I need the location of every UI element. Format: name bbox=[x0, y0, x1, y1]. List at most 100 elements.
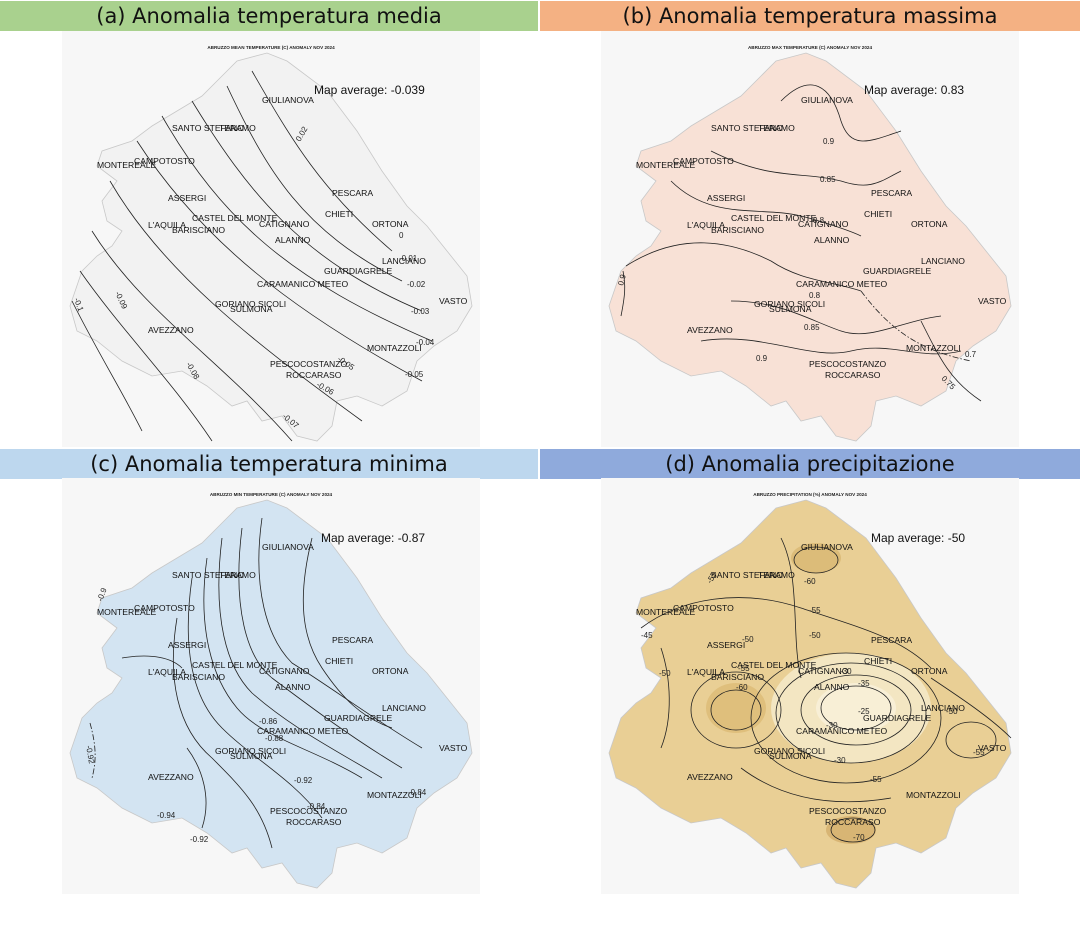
contour-line bbox=[136, 140, 423, 382]
city-label: TERAMO bbox=[758, 123, 795, 133]
city-label: CARAMANICO METEO bbox=[257, 279, 349, 289]
city-label: MONTAZZOLI bbox=[367, 790, 422, 800]
contour-label: -70 bbox=[853, 833, 865, 842]
contour-line bbox=[740, 767, 892, 803]
city-label: MONTEREALE bbox=[636, 607, 695, 617]
city-label: PESCARA bbox=[871, 188, 912, 198]
contour-line bbox=[191, 100, 423, 312]
map-title: ABRUZZO MIN TEMPERATURE (C) ANOMALY NOV … bbox=[210, 492, 333, 497]
contour-line bbox=[186, 747, 207, 829]
city-label: LANCIANO bbox=[921, 703, 965, 713]
contour-line bbox=[860, 290, 972, 362]
contour-label: -0.04 bbox=[416, 338, 435, 347]
contour-line bbox=[172, 617, 273, 849]
contour-label: 0 bbox=[399, 231, 404, 240]
city-label: SULMONA bbox=[230, 304, 273, 314]
city-label: ROCCARASO bbox=[825, 817, 881, 827]
contour-label: 0.8 bbox=[813, 216, 825, 225]
city-label: GIULIANOVA bbox=[262, 542, 314, 552]
city-label: SULMONA bbox=[769, 751, 812, 761]
city-label: CASTEL DEL MONTE bbox=[192, 660, 278, 670]
contour-label: -25 bbox=[858, 707, 870, 716]
city-label: CAMPOTOSTO bbox=[673, 156, 734, 166]
contour-line bbox=[91, 230, 293, 442]
map-a-svg: ABRUZZO MEAN TEMPERATURE (C) ANOMALY NOV… bbox=[69, 45, 473, 442]
city-label: PESCOCOSTANZO bbox=[270, 806, 348, 816]
contour-line bbox=[620, 270, 626, 317]
city-label: CASTEL DEL MONTE bbox=[192, 213, 278, 223]
map-c-svg: ABRUZZO MIN TEMPERATURE (C) ANOMALY NOV … bbox=[69, 492, 473, 889]
city-label: SULMONA bbox=[230, 751, 273, 761]
city-label: CAMPOTOSTO bbox=[134, 156, 195, 166]
city-label: VASTO bbox=[439, 743, 468, 753]
contour-line bbox=[945, 721, 997, 759]
city-label: CATIGNANO bbox=[798, 666, 849, 676]
city-label: PESCARA bbox=[871, 635, 912, 645]
panel-d-map: ABRUZZO PRECIPITATION (%) ANOMALY NOV 20… bbox=[601, 478, 1019, 894]
city-label: PESCARA bbox=[332, 188, 373, 198]
city-label: MONTAZZOLI bbox=[906, 343, 961, 353]
contour-label: -0.01 bbox=[399, 254, 418, 263]
region-shape bbox=[69, 499, 473, 889]
city-label: SANTO STEFANO bbox=[711, 570, 783, 580]
contour-label: -0.94 bbox=[157, 811, 176, 820]
contour-line bbox=[830, 817, 876, 843]
contour-labels: -0.86 -0.88 -0.84 -0.92 -0.94 -0.92 -0.8… bbox=[84, 586, 427, 844]
contour-line bbox=[780, 84, 902, 142]
city-label: MONTEREALE bbox=[636, 160, 695, 170]
city-label: BARISCIANO bbox=[172, 672, 225, 682]
contour-line bbox=[700, 338, 962, 355]
city-label: ASSERGI bbox=[707, 640, 745, 650]
city-label: GIULIANOVA bbox=[801, 542, 853, 552]
contour-line bbox=[820, 685, 892, 731]
city-label: AVEZZANO bbox=[687, 325, 733, 335]
city-label: ROCCARASO bbox=[286, 817, 342, 827]
city-label: ORTONA bbox=[911, 666, 948, 676]
map-title: ABRUZZO MAX TEMPERATURE (C) ANOMALY NOV … bbox=[748, 45, 872, 50]
map-average: Map average: 0.83 bbox=[864, 83, 964, 97]
contour-label: -0.05 bbox=[405, 370, 424, 379]
city-label: LANCIANO bbox=[382, 256, 426, 266]
contour-line bbox=[161, 115, 433, 342]
city-label: PESCARA bbox=[332, 635, 373, 645]
contour-label: -0.92 bbox=[84, 745, 96, 765]
region-shape bbox=[69, 52, 473, 442]
panel-a-header: (a) Anomalia temperatura media bbox=[0, 1, 538, 31]
city-label: ASSERGI bbox=[168, 193, 206, 203]
contour-line bbox=[218, 537, 383, 779]
city-label: MONTEREALE bbox=[97, 607, 156, 617]
map-d-svg: ABRUZZO PRECIPITATION (%) ANOMALY NOV 20… bbox=[608, 492, 1012, 889]
city-label: L'AQUILA bbox=[687, 667, 725, 677]
contour-label: -0.86 bbox=[259, 717, 278, 726]
city-label: GUARDIAGRELE bbox=[863, 266, 932, 276]
contour-line bbox=[780, 537, 802, 679]
contour-label: -55 bbox=[809, 606, 821, 615]
panel-b-map: ABRUZZO MAX TEMPERATURE (C) ANOMALY NOV … bbox=[601, 31, 1019, 447]
contour-line bbox=[690, 671, 782, 749]
city-label: L'AQUILA bbox=[687, 220, 725, 230]
city-label: L'AQUILA bbox=[148, 667, 186, 677]
map-title: ABRUZZO MEAN TEMPERATURE (C) ANOMALY NOV… bbox=[207, 45, 335, 50]
contour-label: -0.92 bbox=[294, 776, 313, 785]
contour-line bbox=[793, 546, 839, 574]
contour-line bbox=[930, 677, 1012, 739]
contour-line bbox=[121, 655, 183, 669]
contour-label: 0.9 bbox=[823, 137, 835, 146]
city-label: VASTO bbox=[978, 743, 1007, 753]
contour-label: 0.85 bbox=[820, 175, 836, 184]
contour-label: -45 bbox=[641, 631, 653, 640]
city-label: SANTO STEFANO bbox=[711, 123, 783, 133]
contour-line bbox=[640, 597, 932, 669]
city-label: BARISCIANO bbox=[172, 225, 225, 235]
contour-label: -60 bbox=[736, 683, 748, 692]
city-label: CHIETI bbox=[325, 209, 353, 219]
city-label: CATIGNANO bbox=[259, 666, 310, 676]
city-label: ROCCARASO bbox=[825, 370, 881, 380]
city-label: L'AQUILA bbox=[148, 220, 186, 230]
contour-line bbox=[251, 70, 393, 252]
city-label: ROCCARASO bbox=[286, 370, 342, 380]
city-label: GIULIANOVA bbox=[262, 95, 314, 105]
